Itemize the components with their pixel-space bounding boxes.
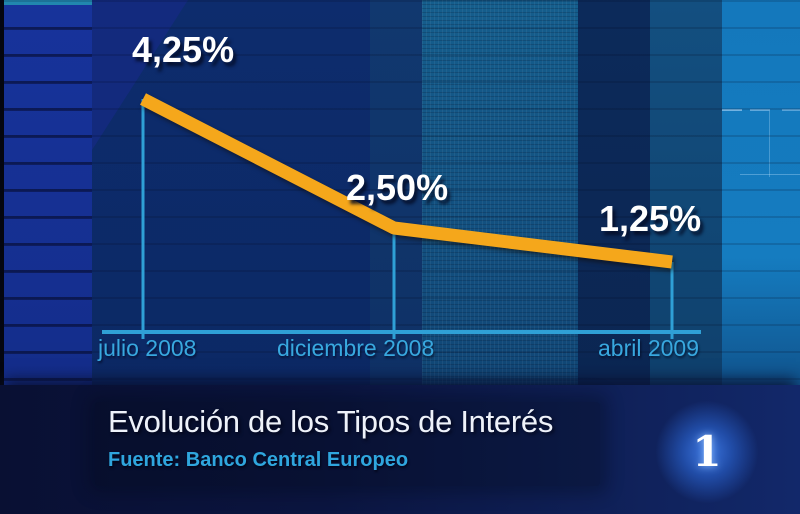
value-label-abril-2009: 1,25% — [599, 198, 702, 239]
chart-source: Fuente: Banco Central Europeo — [108, 449, 409, 471]
bg-teal-top-strip — [4, 0, 92, 5]
bg-scanlines-overlay — [0, 0, 800, 390]
bg-shelf-line-vertical — [769, 111, 770, 177]
rate-polyline — [140, 93, 673, 269]
bg-shelf-line-top — [722, 109, 800, 111]
axis-label-julio-2008: julio 2008 — [98, 335, 197, 361]
channel-logo-tve1: 1 — [692, 427, 722, 476]
bg-left-black-edge — [0, 0, 4, 514]
channel-logo-glow — [652, 397, 762, 507]
axis-label-diciembre-2008: diciembre 2008 — [277, 335, 435, 361]
title-backdrop-panel — [95, 402, 600, 486]
value-label-julio-2008: 4,25% — [132, 29, 235, 70]
value-label-diciembre-2008: 2,50% — [346, 167, 449, 208]
chart-title: Evolución de los Tipos de Interés — [108, 404, 554, 439]
axis-label-abril-2009: abril 2009 — [598, 335, 700, 361]
bg-shelf-line-bottom — [740, 174, 800, 175]
